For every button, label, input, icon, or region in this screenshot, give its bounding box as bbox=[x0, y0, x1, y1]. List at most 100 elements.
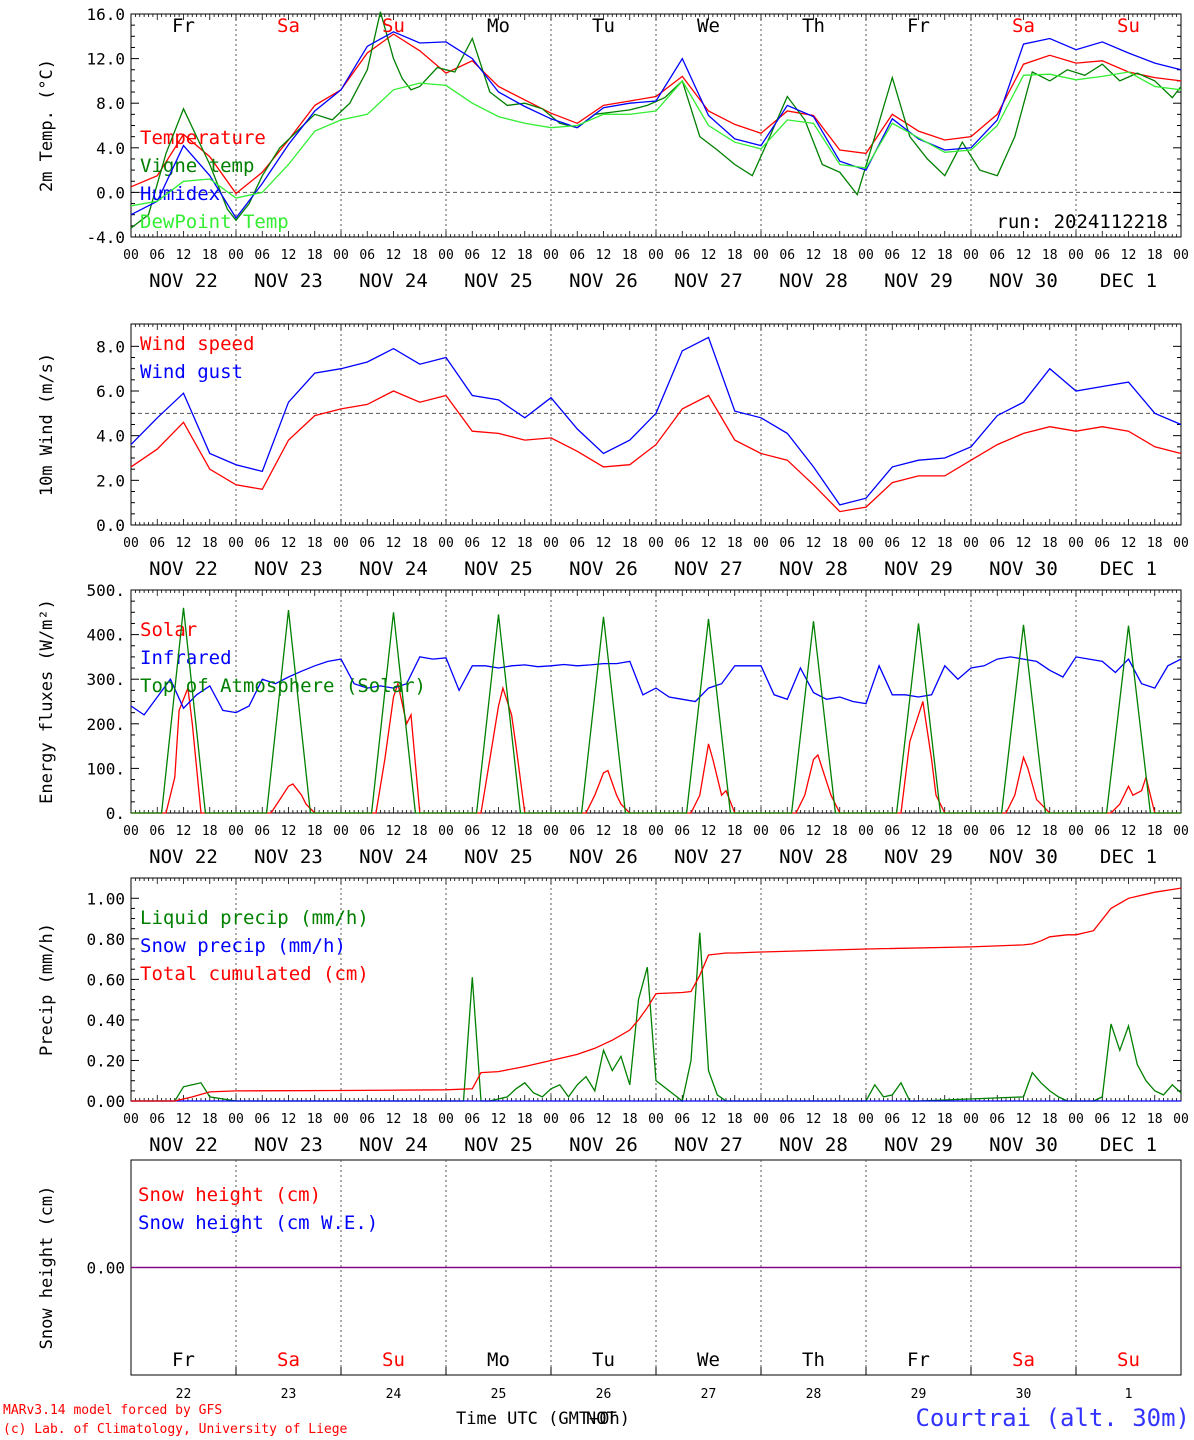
hour-label: 06 bbox=[674, 536, 690, 551]
hour-label: 18 bbox=[202, 536, 218, 551]
hour-label: 06 bbox=[359, 248, 375, 263]
hour-label: 00 bbox=[1068, 536, 1084, 551]
hour-label: 12 bbox=[806, 1112, 822, 1127]
hour-label: 06 bbox=[359, 1112, 375, 1127]
y-axis-title: 2m Temp. (°C) bbox=[37, 59, 57, 192]
hour-label: 00 bbox=[963, 248, 979, 263]
hour-label: 06 bbox=[254, 248, 270, 263]
hour-label: 18 bbox=[937, 824, 953, 839]
hour-label: 18 bbox=[1147, 824, 1163, 839]
y-tick-label: 0.0 bbox=[96, 516, 125, 535]
series-line-top-of-atmosphere-solar- bbox=[131, 607, 1181, 814]
hour-label: 06 bbox=[1094, 248, 1110, 263]
y-tick-label: 0.00 bbox=[86, 1259, 125, 1278]
hour-label: 00 bbox=[753, 536, 769, 551]
hour-label: 00 bbox=[333, 536, 349, 551]
hour-label: 12 bbox=[596, 824, 612, 839]
hour-label: 12 bbox=[1016, 824, 1032, 839]
hour-label: 00 bbox=[648, 248, 664, 263]
series-line-dewpoint-temp bbox=[130, 71, 1182, 207]
hour-label: 18 bbox=[937, 248, 953, 263]
hour-label: 12 bbox=[176, 248, 192, 263]
hour-label: 06 bbox=[149, 1112, 165, 1127]
hour-label: 06 bbox=[884, 1112, 900, 1127]
date-label: NOV 23 bbox=[254, 846, 323, 868]
hour-label: 18 bbox=[412, 536, 428, 551]
panel-wind: 0.0 2.0 4.0 6.0 8.0 10m Wind (m/s) Wind speed W… bbox=[37, 323, 1189, 580]
hour-label: 18 bbox=[832, 824, 848, 839]
hour-label: 00 bbox=[648, 1112, 664, 1127]
hour-label: 06 bbox=[674, 1112, 690, 1127]
hour-label: 00 bbox=[1173, 248, 1189, 263]
date-label: NOV 24 bbox=[359, 1134, 428, 1156]
date-label: NOV 28 bbox=[779, 270, 848, 292]
hour-label: 12 bbox=[386, 1112, 402, 1127]
hour-label: 06 bbox=[254, 824, 270, 839]
day-abbr: Su bbox=[382, 15, 405, 37]
hour-label: 06 bbox=[149, 248, 165, 263]
hour-label: 06 bbox=[254, 536, 270, 551]
hour-label: 12 bbox=[596, 1112, 612, 1127]
hour-label: 12 bbox=[1016, 1112, 1032, 1127]
day-abbr: We bbox=[697, 1349, 720, 1371]
day-number: 26 bbox=[596, 1387, 612, 1402]
y-tick-label: 400. bbox=[86, 626, 125, 645]
date-label: NOV 29 bbox=[884, 1134, 953, 1156]
hour-label: 12 bbox=[701, 824, 717, 839]
hour-label: 00 bbox=[858, 536, 874, 551]
day-number: 28 bbox=[806, 1387, 822, 1402]
date-label: NOV 24 bbox=[359, 846, 428, 868]
series-line-liquid-precip-mm-h- bbox=[131, 932, 1182, 1103]
hour-label: 18 bbox=[727, 248, 743, 263]
day-number: 29 bbox=[911, 1387, 927, 1402]
hour-label: 18 bbox=[517, 536, 533, 551]
station-name: Courtrai (alt. 30m) bbox=[915, 1404, 1190, 1432]
y-tick-label: 2.0 bbox=[96, 471, 125, 490]
date-label: NOV 27 bbox=[674, 558, 743, 580]
y-tick-label: 500. bbox=[86, 581, 125, 600]
hour-label: 06 bbox=[989, 248, 1005, 263]
date-label: NOV 25 bbox=[464, 1134, 533, 1156]
hour-label: 12 bbox=[806, 824, 822, 839]
hour-label: 18 bbox=[307, 824, 323, 839]
day-abbr: Fr bbox=[172, 15, 195, 37]
legend-entry: Vigne temp bbox=[140, 155, 254, 177]
day-abbr: Sa bbox=[1012, 1349, 1035, 1371]
day-abbr: Sa bbox=[277, 1349, 300, 1371]
hour-label: 06 bbox=[884, 248, 900, 263]
hour-label: 18 bbox=[622, 1112, 638, 1127]
hour-label: 18 bbox=[412, 824, 428, 839]
hour-label: 06 bbox=[779, 1112, 795, 1127]
date-label: NOV 27 bbox=[674, 270, 743, 292]
y-tick-label: 0.60 bbox=[86, 970, 125, 989]
hour-label: 06 bbox=[884, 536, 900, 551]
date-label: NOV 26 bbox=[569, 1134, 638, 1156]
hour-label: 00 bbox=[438, 536, 454, 551]
day-abbr: Sa bbox=[277, 15, 300, 37]
y-axis-title: Precip (mm/h) bbox=[37, 923, 57, 1056]
date-label: NOV 24 bbox=[359, 270, 428, 292]
hour-label: 18 bbox=[307, 536, 323, 551]
hour-label: 12 bbox=[176, 824, 192, 839]
y-tick-label: 200. bbox=[86, 715, 125, 734]
hour-label: 06 bbox=[1094, 824, 1110, 839]
hour-label: 00 bbox=[228, 824, 244, 839]
time-axis-label: Time UTC (GMT+0h) bbox=[456, 1409, 630, 1429]
hour-label: 00 bbox=[1068, 824, 1084, 839]
hour-label: 18 bbox=[622, 536, 638, 551]
day-abbr: Fr bbox=[172, 1349, 195, 1371]
hour-label: 12 bbox=[386, 536, 402, 551]
hour-label: 06 bbox=[989, 536, 1005, 551]
hour-label: 18 bbox=[1147, 536, 1163, 551]
hour-label: 18 bbox=[1042, 248, 1058, 263]
hour-label: 06 bbox=[464, 248, 480, 263]
hour-label: 12 bbox=[1016, 248, 1032, 263]
hour-label: 06 bbox=[149, 536, 165, 551]
hour-label: 00 bbox=[963, 1112, 979, 1127]
y-tick-label: 0.0 bbox=[96, 183, 125, 202]
day-abbr: Tu bbox=[592, 1349, 615, 1371]
hour-label: 12 bbox=[701, 248, 717, 263]
hour-label: 06 bbox=[1094, 536, 1110, 551]
hour-label: 00 bbox=[1068, 248, 1084, 263]
